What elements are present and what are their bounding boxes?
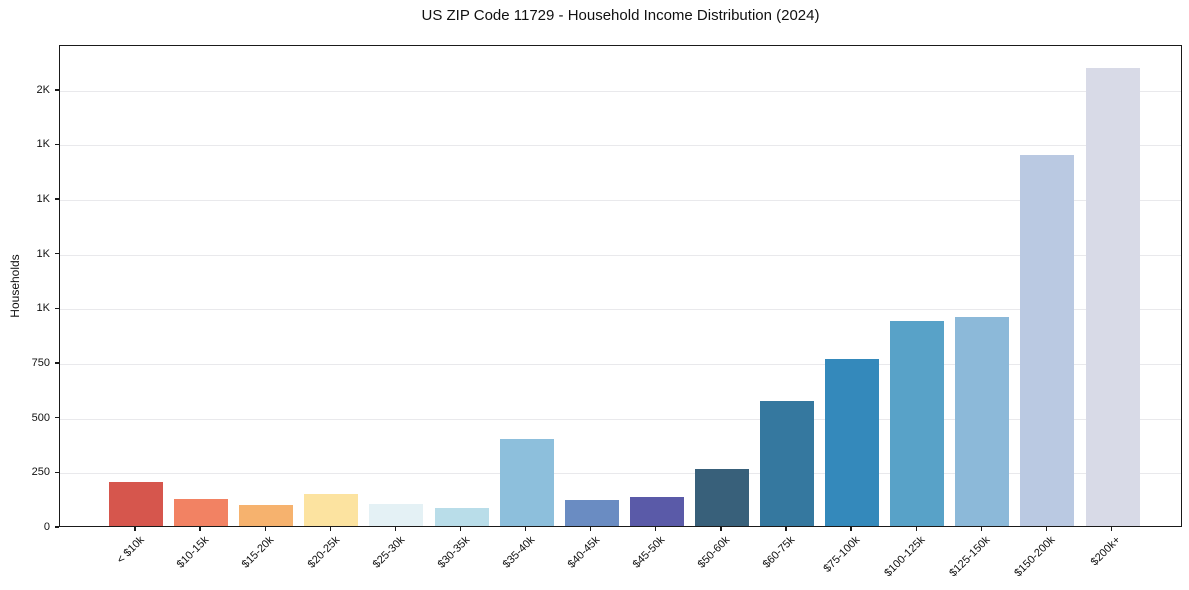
- gridline: [60, 309, 1181, 311]
- y-tick-mark: [55, 417, 59, 419]
- y-tick-label: 1K: [36, 247, 50, 260]
- y-tick-mark: [55, 253, 59, 255]
- x-tick-mark: [1110, 527, 1113, 531]
- x-tick-label: $10-15k: [174, 534, 212, 571]
- x-tick-mark: [1045, 527, 1048, 531]
- x-tick-label: $60-75k: [760, 534, 798, 571]
- x-tick-label: $15-20k: [240, 534, 277, 571]
- bar-$30-35k: [434, 508, 489, 526]
- bar-$150-200k: [1020, 155, 1075, 526]
- x-tick-label: $30-35k: [435, 534, 472, 571]
- bar-$75-100k: [825, 358, 880, 526]
- x-tick-label: $20-25k: [305, 534, 342, 571]
- gridline: [60, 418, 1181, 420]
- x-tick-label: $125-150k: [947, 534, 993, 580]
- gridline: [60, 145, 1181, 147]
- gridline: [60, 254, 1181, 256]
- gridline: [60, 90, 1181, 92]
- plot-area: [59, 45, 1182, 527]
- x-tick-mark: [394, 527, 397, 531]
- y-tick-mark: [55, 198, 59, 200]
- x-tick-mark: [134, 527, 136, 531]
- y-tick-mark: [55, 307, 59, 310]
- x-tick-mark: [329, 527, 331, 531]
- y-tick-label: 1K: [36, 302, 50, 315]
- x-tick-mark: [915, 527, 917, 531]
- bar-< $10k: [109, 482, 163, 526]
- x-tick-mark: [199, 527, 201, 531]
- gridline: [60, 364, 1181, 366]
- y-tick-label: 1K: [36, 138, 50, 151]
- x-tick-mark: [850, 527, 852, 531]
- y-tick-label: 1K: [36, 193, 50, 206]
- x-tick-label: $35-40k: [500, 534, 538, 571]
- bar-$60-75k: [760, 400, 814, 526]
- y-tick-label: 250: [31, 466, 50, 479]
- bar-$20-25k: [304, 494, 359, 526]
- y-tick-mark: [55, 471, 59, 474]
- x-tick-label: $100-125k: [882, 534, 928, 580]
- x-tick-mark: [264, 527, 266, 531]
- chart-title: US ZIP Code 11729 - Household Income Dis…: [421, 7, 820, 24]
- y-tick-mark: [55, 143, 59, 146]
- x-tick-label: $200k+: [1088, 534, 1123, 569]
- x-tick-mark: [590, 527, 592, 531]
- x-tick-mark: [524, 527, 527, 531]
- y-tick-mark: [55, 362, 59, 364]
- y-tick-mark: [55, 89, 59, 91]
- bar-$100-125k: [890, 321, 945, 526]
- x-tick-label: $75-100k: [821, 534, 863, 575]
- bar-$10-15k: [174, 498, 229, 526]
- gridline: [60, 473, 1181, 475]
- x-tick-mark: [655, 527, 657, 531]
- x-tick-label: $45-50k: [630, 534, 668, 571]
- x-tick-label: $25-30k: [370, 534, 407, 571]
- bar-$50-60k: [694, 468, 749, 526]
- x-tick-mark: [459, 527, 462, 531]
- y-tick-label: 500: [31, 411, 50, 424]
- x-tick-label: $40-45k: [565, 534, 603, 571]
- y-tick-label: 2K: [36, 83, 50, 96]
- y-tick-label: 750: [31, 357, 50, 370]
- x-tick-label: $50-60k: [695, 534, 733, 571]
- x-tick-mark: [785, 527, 787, 531]
- bar-$40-45k: [564, 500, 619, 526]
- bar-$15-20k: [239, 505, 294, 526]
- gridline: [60, 200, 1181, 202]
- x-tick-label: $150-200k: [1012, 534, 1058, 580]
- x-tick-label: < $10k: [114, 534, 147, 567]
- x-tick-mark: [980, 527, 982, 531]
- bar-$125-150k: [955, 316, 1010, 526]
- x-tick-mark: [720, 527, 722, 531]
- y-tick-label: 0: [43, 521, 50, 533]
- bar-$200k+: [1085, 67, 1140, 526]
- bar-$45-50k: [629, 496, 684, 526]
- bar-$35-40k: [499, 438, 554, 526]
- y-tick-mark: [55, 526, 59, 528]
- bar-$25-30k: [369, 503, 424, 526]
